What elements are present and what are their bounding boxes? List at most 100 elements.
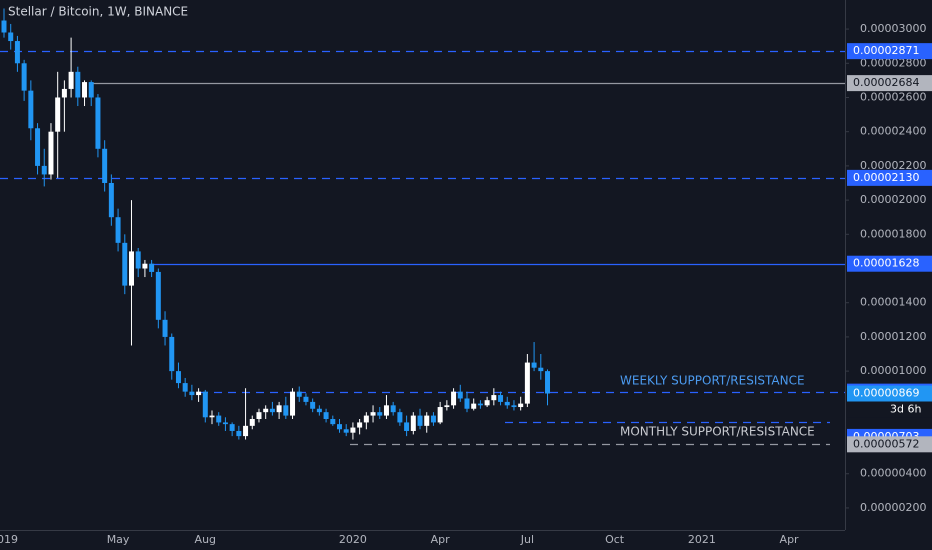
candle-body — [377, 412, 383, 416]
candle-body — [149, 263, 155, 272]
x-tick-label: Apr — [780, 533, 800, 546]
candle-body — [108, 182, 114, 218]
candle-body — [162, 319, 168, 337]
candle-body — [498, 395, 504, 402]
candle-body — [524, 362, 530, 404]
candle-body — [35, 128, 41, 166]
candle-body — [236, 430, 242, 437]
candle-body — [531, 362, 537, 368]
candle-body — [370, 412, 376, 416]
y-tick-label: 0.00002800 — [860, 56, 926, 69]
candle-body — [135, 251, 141, 269]
level-label: 0.00002871 — [853, 44, 919, 57]
candle-body — [68, 71, 74, 89]
level-label: 0.00001628 — [853, 257, 919, 270]
candle-body — [263, 408, 269, 413]
candle-body — [122, 242, 128, 286]
candle-body — [155, 271, 161, 320]
candle-body — [102, 148, 108, 183]
candle-body — [290, 391, 296, 416]
level-label-bg — [847, 436, 932, 453]
countdown: 3d 6h — [890, 403, 921, 416]
y-tick-label: 0.00000400 — [860, 467, 926, 480]
candle-body — [276, 405, 282, 413]
candle-body — [310, 401, 316, 409]
candle-body — [202, 391, 208, 418]
candle-body — [249, 419, 255, 426]
candle-body — [21, 63, 27, 91]
y-tick-label: 0.00001200 — [860, 330, 926, 343]
candle-body — [417, 415, 423, 426]
x-tick-label: May — [107, 533, 130, 546]
candle-body — [437, 407, 443, 423]
candle-body — [511, 405, 517, 408]
level-label-bg — [847, 255, 932, 272]
annotation: WEEKLY SUPPORT/RESISTANCE — [620, 374, 805, 388]
annotation: MONTHLY SUPPORT/RESISTANCE — [620, 425, 815, 439]
candle-body — [477, 403, 483, 406]
candle-body — [8, 32, 14, 42]
x-tick-label: Apr — [431, 533, 451, 546]
candle-body — [444, 405, 450, 408]
candle-body — [182, 383, 188, 392]
candle-body — [357, 422, 363, 428]
candle-body — [491, 395, 497, 401]
candle-body — [115, 217, 121, 243]
y-tick-label: 0.00002600 — [860, 90, 926, 103]
level-label: 0.00002684 — [853, 76, 919, 89]
candle-body — [189, 391, 195, 396]
candle-body — [390, 405, 396, 413]
y-tick-label: 0.00001800 — [860, 227, 926, 240]
candle-body — [397, 412, 403, 423]
candle-body — [457, 391, 463, 399]
y-tick-label: 0.00002200 — [860, 159, 926, 172]
y-tick-label: 0.00002000 — [860, 193, 926, 206]
candle-body — [410, 415, 416, 431]
candle-body — [323, 412, 329, 420]
candle-body — [518, 403, 524, 408]
candle-body — [28, 90, 34, 129]
candle-body — [451, 391, 457, 406]
candle-body — [471, 403, 477, 409]
y-tick-label: 0.00002400 — [860, 125, 926, 138]
candle-body — [229, 424, 235, 431]
candle-body — [303, 396, 309, 402]
candle-body — [196, 391, 202, 396]
candle-body — [243, 425, 249, 437]
candle-body — [61, 88, 67, 98]
candle-body — [538, 367, 544, 372]
chart-title: Stellar / Bitcoin, 1W, BINANCE — [8, 5, 188, 19]
y-tick-label: 0.00001000 — [860, 364, 926, 377]
candle-body — [283, 405, 289, 416]
candle-body — [464, 398, 470, 409]
x-tick-label: 2021 — [688, 533, 716, 546]
y-tick-label: 0.00003000 — [860, 22, 926, 35]
candle-body — [256, 412, 262, 420]
candle-body — [1, 20, 7, 33]
countdown-bg — [847, 401, 932, 418]
y-tick-label: 0.00001400 — [860, 296, 926, 309]
candle-body — [209, 415, 215, 418]
candle-body — [343, 429, 349, 433]
candle-body — [424, 415, 430, 426]
candle-body — [95, 97, 101, 149]
candle-body — [337, 424, 342, 430]
level-label-bg — [847, 75, 932, 92]
level-label-bg — [847, 169, 932, 186]
candle-body — [404, 422, 410, 431]
candle-body — [41, 165, 47, 175]
candle-body — [383, 405, 389, 416]
candle-body — [48, 131, 54, 175]
candle-body — [222, 422, 228, 425]
candle-body — [75, 71, 81, 98]
candle-body — [430, 415, 436, 423]
candle-body — [82, 82, 88, 98]
candle-body — [330, 419, 336, 425]
last-price-bg — [847, 385, 932, 402]
candle-body — [269, 408, 275, 413]
candle-body — [128, 251, 134, 286]
candle-body — [216, 415, 222, 423]
candle-body — [88, 82, 94, 98]
